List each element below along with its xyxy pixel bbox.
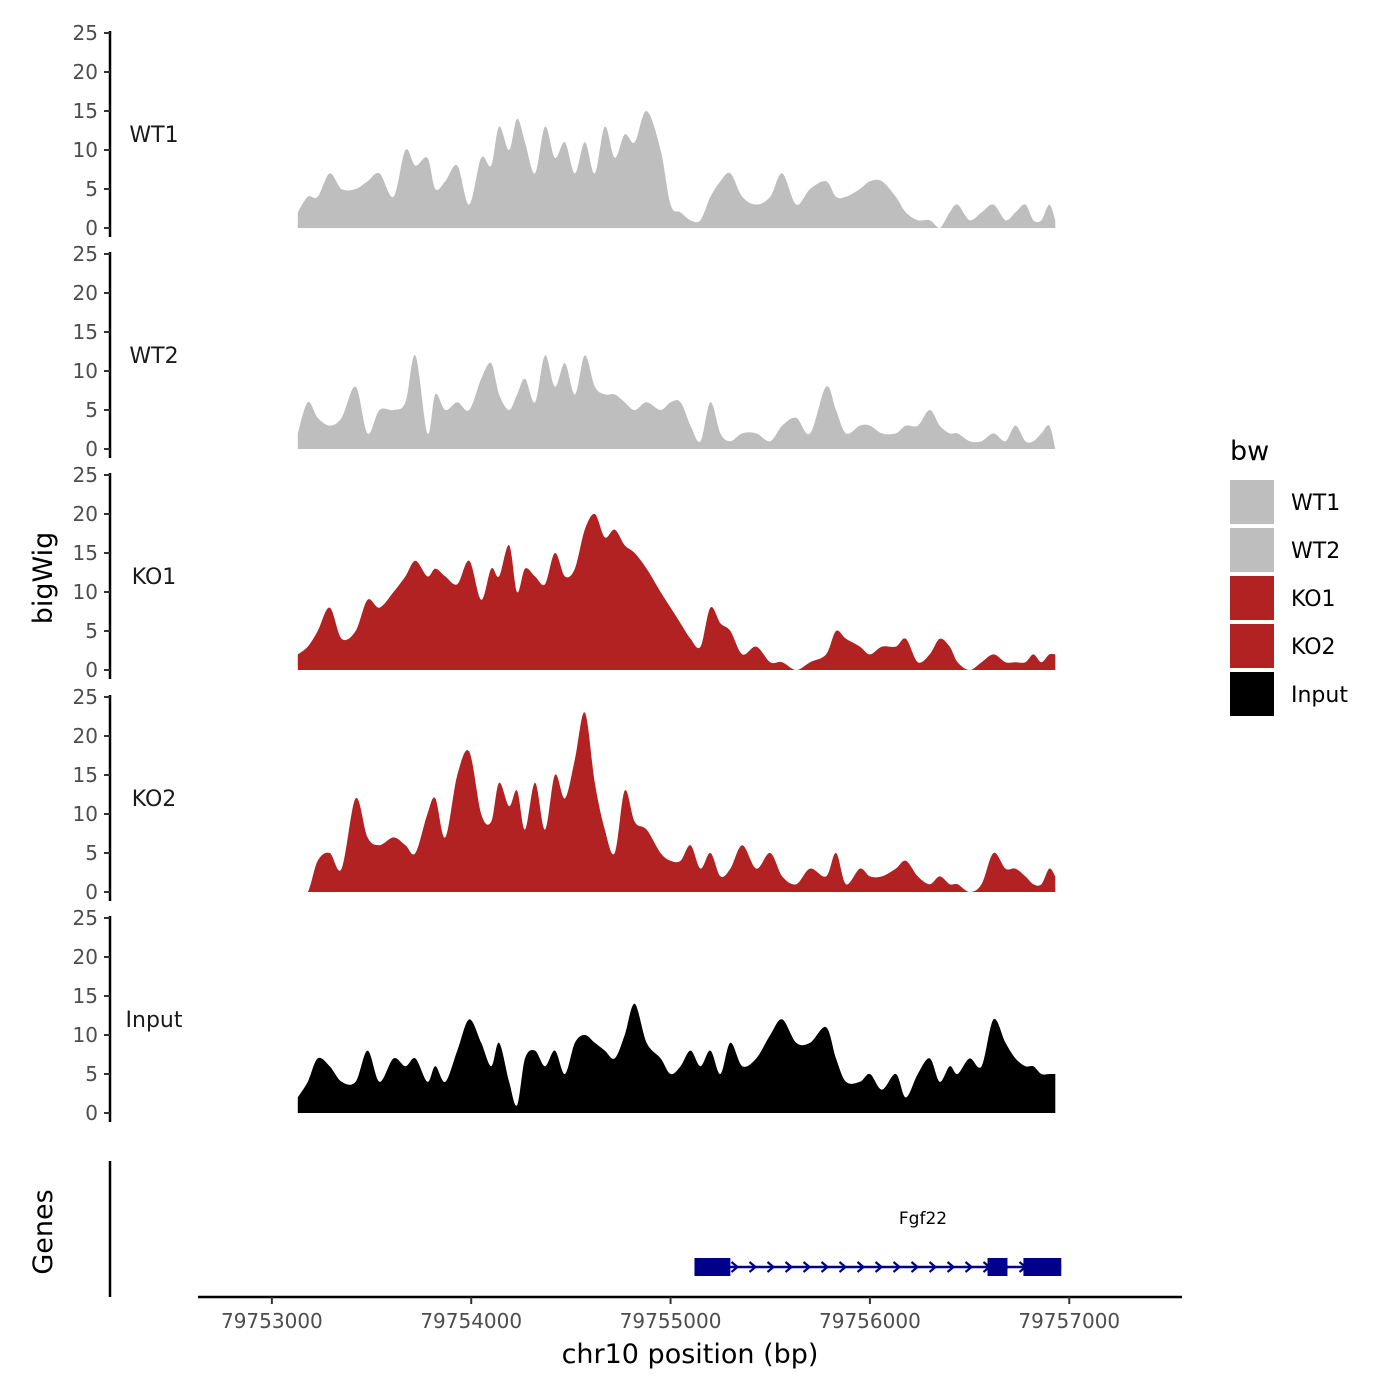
gene-exon <box>694 1258 731 1276</box>
track-panel-input: 0 5 10 15 20 25 Input <box>73 906 1056 1125</box>
legend-item-wt2: WT2 <box>1230 528 1340 572</box>
y-tick-label: 20 <box>73 724 98 748</box>
y-tick-label: 20 <box>73 502 98 526</box>
track-panel-ko2: 0 5 10 15 20 25 KO2 <box>73 685 1056 904</box>
y-tick-label: 25 <box>73 685 98 709</box>
signal-area-wt1 <box>297 110 1056 228</box>
y-tick-label: 15 <box>73 320 98 344</box>
gene-exon <box>1023 1258 1062 1276</box>
x-tick-label: 79755000 <box>620 1309 722 1333</box>
x-tick-label: 79756000 <box>819 1309 921 1333</box>
track-panel-wt1: 0 5 10 15 20 25 WT1 <box>73 21 1056 240</box>
y-tick-label: 20 <box>73 60 98 84</box>
y-tick-label: 10 <box>73 359 98 383</box>
strand-arrow <box>766 1261 776 1273</box>
y-tick-label: 0 <box>85 880 98 904</box>
y-tick-label: 5 <box>85 398 98 422</box>
gene-name-label: Fgf22 <box>899 1209 947 1229</box>
strand-arrow <box>928 1261 938 1273</box>
y-tick-label: 10 <box>73 802 98 826</box>
track-panel-ko1: 0 5 10 15 20 25 KO1 <box>73 463 1056 682</box>
strand-arrow <box>910 1261 920 1273</box>
strand-arrow <box>802 1261 812 1273</box>
y-tick-label: 10 <box>73 138 98 162</box>
x-tick-label: 79754000 <box>420 1309 522 1333</box>
strand-arrow <box>730 1261 740 1273</box>
legend-swatch <box>1230 480 1274 524</box>
x-tick-label: 79757000 <box>1018 1309 1120 1333</box>
y-tick-label: 20 <box>73 945 98 969</box>
track-panel-wt2: 0 5 10 15 20 25 WT2 <box>73 242 1056 461</box>
signal-area-ko1 <box>297 513 1056 670</box>
track-label-ko2: KO2 <box>132 787 177 812</box>
y-tick-label: 0 <box>85 1101 98 1125</box>
legend-swatch <box>1230 576 1274 620</box>
x-axis-title: chr10 position (bp) <box>562 1339 819 1370</box>
legend-item-ko1: KO1 <box>1230 576 1336 620</box>
strand-arrow <box>874 1261 884 1273</box>
legend-label: KO1 <box>1291 587 1336 612</box>
y-tick-label: 0 <box>85 437 98 461</box>
legend-item-ko2: KO2 <box>1230 624 1336 668</box>
signal-area-input <box>297 1003 1056 1113</box>
y-tick-label: 10 <box>73 580 98 604</box>
y-tick-label: 5 <box>85 177 98 201</box>
genes-axis-title: Genes <box>28 1189 59 1274</box>
track-label-wt1: WT1 <box>129 123 178 148</box>
y-tick-label: 10 <box>73 1023 98 1047</box>
legend-swatch <box>1230 528 1274 572</box>
y-axis-title: bigWig <box>28 532 59 625</box>
track-label-input: Input <box>126 1008 183 1033</box>
legend-item-wt1: WT1 <box>1230 480 1340 524</box>
strand-arrow <box>946 1261 956 1273</box>
track-label-ko1: KO1 <box>132 565 177 590</box>
strand-arrow <box>748 1261 758 1273</box>
legend-item-input: Input <box>1230 672 1348 716</box>
y-tick-label: 20 <box>73 281 98 305</box>
y-tick-label: 0 <box>85 216 98 240</box>
legend-label: WT2 <box>1291 539 1340 564</box>
y-tick-label: 5 <box>85 841 98 865</box>
y-tick-label: 15 <box>73 541 98 565</box>
y-tick-label: 5 <box>85 1062 98 1086</box>
strand-arrow <box>964 1261 974 1273</box>
strand-arrow <box>892 1261 902 1273</box>
x-tick-label: 79753000 <box>221 1309 323 1333</box>
legend-label: WT1 <box>1291 491 1340 516</box>
y-tick-label: 0 <box>85 658 98 682</box>
y-tick-label: 15 <box>73 763 98 787</box>
track-label-wt2: WT2 <box>129 344 178 369</box>
strand-arrow <box>856 1261 866 1273</box>
legend-title: bw <box>1230 436 1269 467</box>
gene-exon <box>987 1258 1008 1276</box>
y-tick-label: 25 <box>73 906 98 930</box>
strand-arrow <box>784 1261 794 1273</box>
y-tick-label: 5 <box>85 619 98 643</box>
y-tick-label: 25 <box>73 463 98 487</box>
y-tick-label: 25 <box>73 21 98 45</box>
strand-arrow <box>820 1261 830 1273</box>
legend-swatch <box>1230 624 1274 668</box>
y-tick-label: 25 <box>73 242 98 266</box>
signal-area-wt2 <box>297 354 1056 449</box>
y-tick-label: 15 <box>73 984 98 1008</box>
strand-arrow <box>838 1261 848 1273</box>
signal-area-ko2 <box>297 712 1056 892</box>
y-tick-label: 15 <box>73 99 98 123</box>
legend-label: KO2 <box>1291 635 1336 660</box>
legend-swatch <box>1230 672 1274 716</box>
legend-label: Input <box>1291 683 1348 708</box>
